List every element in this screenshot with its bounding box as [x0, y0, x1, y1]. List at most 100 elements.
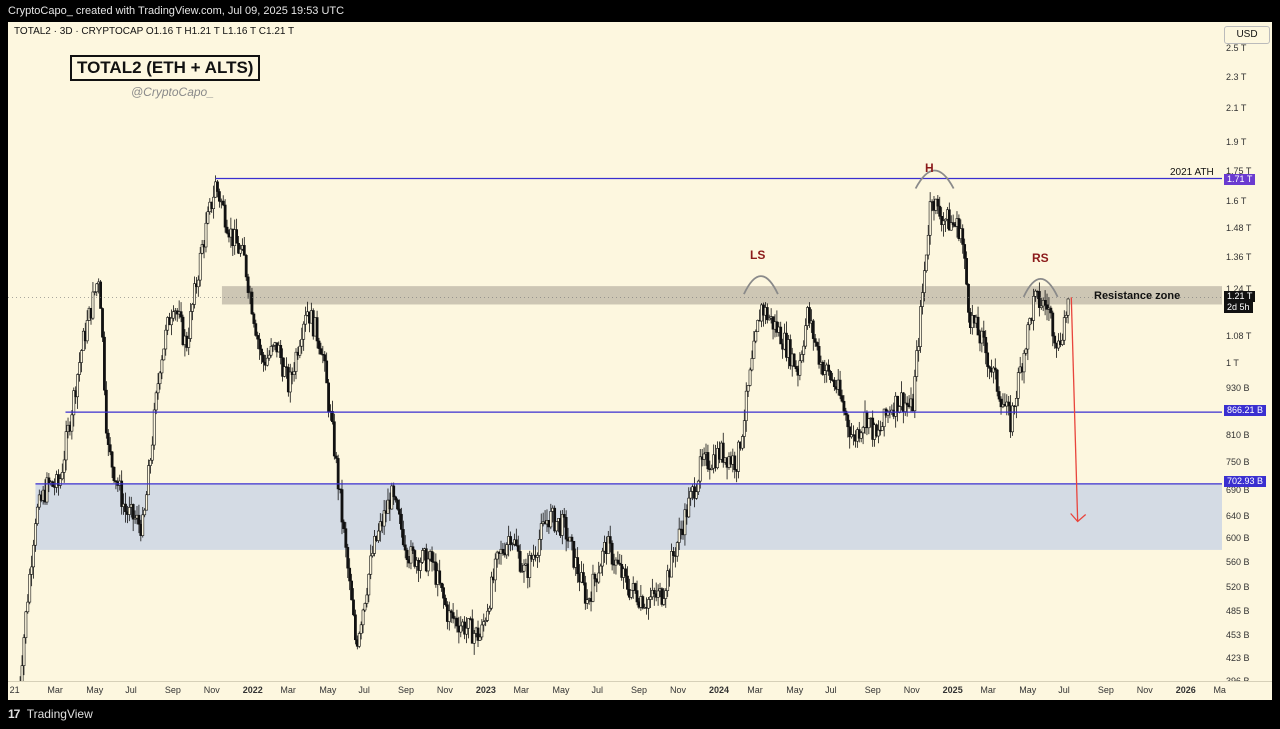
candle-body — [76, 374, 80, 398]
candle-body — [1066, 298, 1070, 316]
countdown-tag: 2d 5h — [1224, 302, 1253, 313]
candle-body — [967, 283, 970, 313]
price-tick-label: 1.9 T — [1226, 137, 1247, 148]
candle-body — [440, 582, 444, 588]
price-axis[interactable]: USD 2.5 T 2.3 T 2.1 T 1.9 T 1.75 T 1.6 T 1.48 … — [1222, 22, 1272, 700]
candle-body — [256, 335, 260, 340]
candle-body — [373, 535, 376, 554]
time-tick-label: May — [1019, 685, 1037, 695]
candle-body — [976, 316, 980, 336]
candle-body — [601, 550, 604, 567]
pattern-arc — [743, 275, 779, 295]
time-tick-label: 2025 — [942, 685, 963, 695]
candle-body — [947, 209, 951, 231]
candle-body — [560, 514, 564, 536]
candle-body — [64, 431, 68, 461]
time-tick-label: 21 — [9, 685, 20, 695]
candle-body — [829, 371, 832, 381]
candle-body — [47, 477, 51, 484]
candle-body — [442, 587, 445, 599]
chart-plot-area[interactable]: TOTAL2 · 3D · CRYPTOCAP O1.16 T H1.21 T … — [8, 22, 1222, 700]
candle-body — [572, 540, 576, 568]
candle-body — [405, 549, 409, 560]
candle-body — [840, 395, 844, 402]
candle-body — [476, 627, 480, 641]
candle-body — [93, 291, 97, 293]
candle-body — [365, 594, 369, 604]
candle-body — [1051, 312, 1055, 337]
candle-body — [940, 215, 944, 225]
candle-body — [486, 610, 489, 621]
candle-body — [666, 570, 670, 591]
candle-body — [928, 201, 932, 236]
candle-body — [1049, 307, 1053, 314]
candle-body — [103, 336, 106, 391]
candle-body — [300, 338, 304, 347]
candle-body — [143, 509, 147, 516]
time-tick-label: Jul — [125, 685, 137, 695]
candle-body — [250, 291, 254, 315]
candle-body — [467, 618, 470, 629]
candle-body — [1022, 352, 1026, 373]
candle-body — [924, 254, 928, 272]
candle-body — [409, 546, 413, 564]
candle-body — [624, 568, 627, 577]
candle-body — [172, 311, 175, 319]
candle-body — [164, 329, 168, 350]
candle-body — [133, 517, 137, 520]
candle-body — [999, 398, 1003, 408]
demand-zone — [35, 483, 1222, 550]
price-chart[interactable] — [8, 22, 1222, 700]
candle-body — [246, 276, 250, 293]
candle-body — [949, 222, 953, 231]
candle-body — [482, 621, 486, 626]
candle-body — [537, 539, 541, 556]
candle-body — [271, 345, 275, 347]
candle-body — [392, 485, 396, 498]
candle-body — [421, 550, 424, 563]
candle-body — [748, 369, 752, 386]
candle-body — [262, 354, 265, 363]
candle-body — [285, 366, 288, 368]
candle-body — [327, 382, 330, 412]
candle-body — [239, 248, 242, 254]
candle-body — [635, 590, 639, 603]
candle-body — [702, 453, 706, 460]
candle-body — [242, 245, 246, 256]
lower-price-tag: 702.93 B — [1224, 476, 1267, 487]
support-price-tag: 866.21 B — [1224, 405, 1267, 416]
candle-body — [926, 234, 930, 256]
candle-body — [196, 279, 200, 288]
currency-button[interactable]: USD — [1224, 26, 1270, 44]
candle-body — [662, 598, 666, 605]
candle-body — [804, 325, 808, 347]
candle-body — [459, 625, 463, 633]
candle-body — [1053, 335, 1057, 344]
candle-body — [641, 596, 645, 609]
candle-body — [838, 379, 842, 396]
candle-body — [58, 478, 62, 486]
candle-body — [470, 618, 474, 644]
candle-body — [32, 544, 35, 568]
candle-body — [867, 418, 871, 429]
time-tick-label: Jul — [825, 685, 837, 695]
time-tick-label: Jul — [358, 685, 370, 695]
time-tick-label: Mar — [513, 685, 530, 695]
candle-body — [746, 385, 750, 392]
candle-body — [35, 506, 39, 524]
candle-body — [562, 514, 566, 518]
candle-body — [131, 504, 135, 520]
time-axis[interactable]: 21 Mar May Jul Sep Nov 2022 Mar May Jul Sep Nov 2023… — [8, 681, 1272, 701]
price-tick-label: 1 T — [1226, 357, 1239, 368]
author-handle: @CryptoCapo_ — [131, 85, 214, 99]
time-tick-label: Mar — [47, 685, 63, 695]
candle-body — [522, 564, 526, 572]
candle-body — [802, 345, 806, 355]
time-tick-label: Sep — [164, 685, 181, 695]
candle-body — [721, 442, 725, 463]
candle-body — [528, 555, 532, 578]
price-tick-label: 485 B — [1226, 606, 1250, 617]
candle-body — [505, 544, 509, 556]
candle-body — [942, 220, 945, 225]
candle-body — [913, 376, 917, 412]
